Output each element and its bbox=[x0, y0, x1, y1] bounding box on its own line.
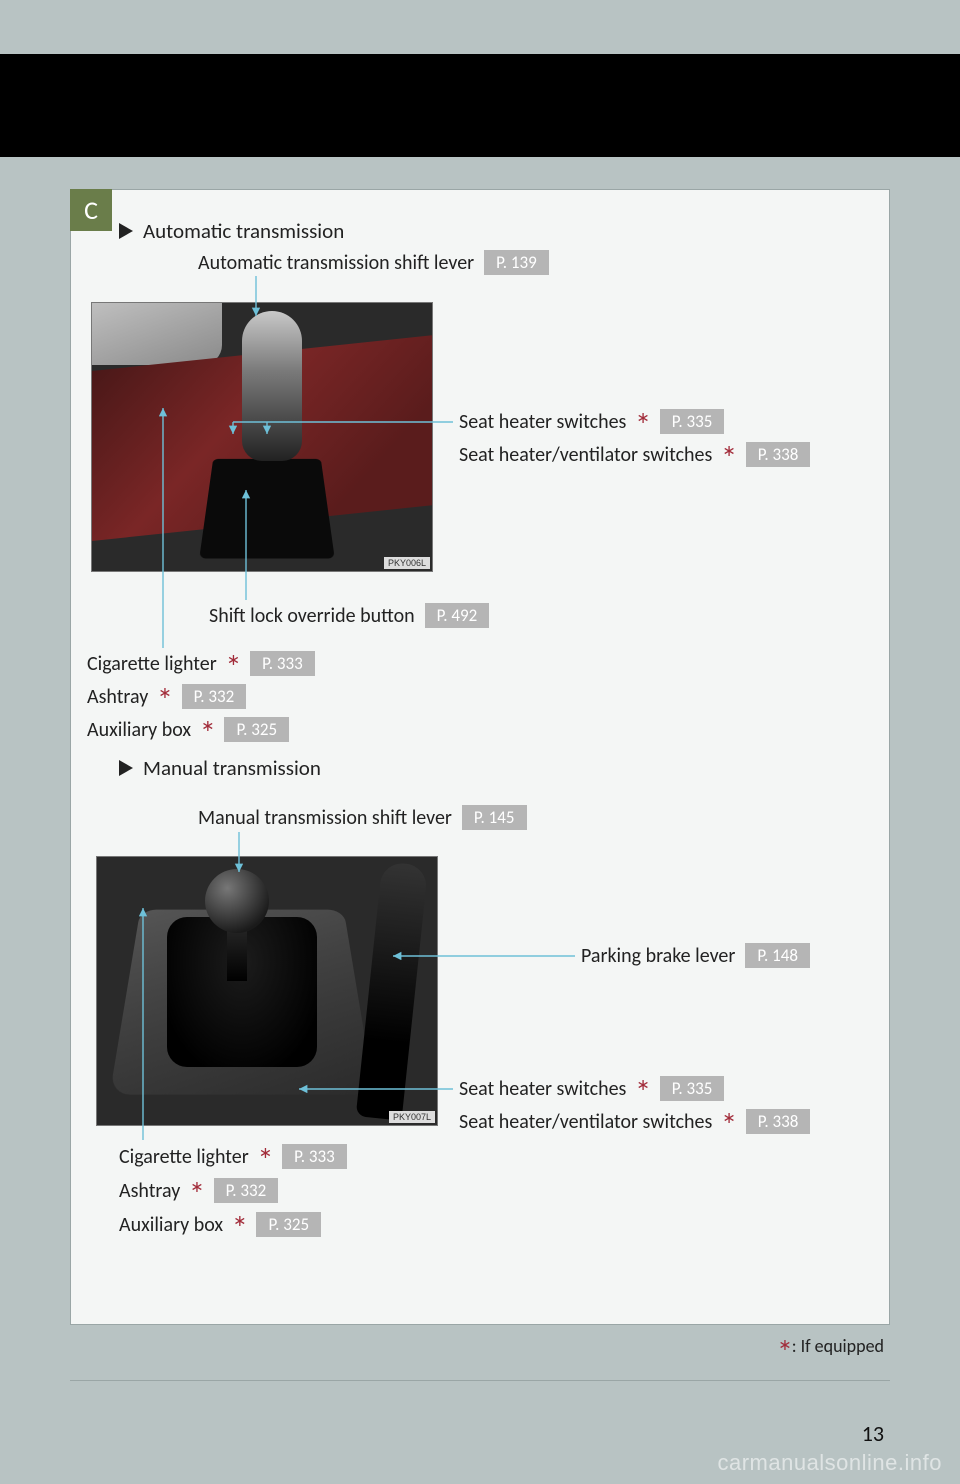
page-ref[interactable]: P. 338 bbox=[746, 442, 811, 467]
label-text: Seat heater/ventilator switches bbox=[459, 1110, 712, 1134]
label-text: Auxiliary box bbox=[87, 718, 191, 742]
label-text: Auxiliary box bbox=[119, 1213, 223, 1237]
page-number: 13 bbox=[862, 1420, 884, 1447]
page-ref[interactable]: P. 338 bbox=[746, 1109, 811, 1134]
label-text: Manual transmission shift lever bbox=[198, 806, 452, 830]
page-ref[interactable]: P. 139 bbox=[484, 250, 549, 275]
callout-auto-ashtray: Ashtray ∗ P. 332 bbox=[87, 684, 246, 709]
callout-auto-seat-heater: Seat heater switches ∗ P. 335 bbox=[459, 409, 724, 434]
label-text: Ashtray bbox=[87, 685, 148, 709]
heading-automatic-label: Automatic transmission bbox=[143, 218, 344, 244]
asterisk-icon: ∗ bbox=[636, 1075, 649, 1095]
callout-manual-ashtray: Ashtray ∗ P. 332 bbox=[119, 1178, 278, 1203]
callout-auto-seat-ventilator: Seat heater/ventilator switches ∗ P. 338 bbox=[459, 442, 810, 467]
page-ref[interactable]: P. 145 bbox=[462, 805, 527, 830]
callout-parking-brake: Parking brake lever P. 148 bbox=[581, 943, 810, 968]
asterisk-icon: ∗ bbox=[233, 1211, 246, 1231]
asterisk-icon: ∗ bbox=[722, 441, 735, 461]
asterisk-icon: ∗ bbox=[259, 1143, 272, 1163]
triangle-icon bbox=[119, 223, 133, 239]
page-ref[interactable]: P. 332 bbox=[182, 684, 247, 709]
page-ref[interactable]: P. 335 bbox=[660, 409, 725, 434]
label-text: Ashtray bbox=[119, 1179, 180, 1203]
photo-detail bbox=[205, 869, 269, 933]
label-text: Automatic transmission shift lever bbox=[198, 251, 474, 275]
footer-rule bbox=[70, 1380, 890, 1381]
page-ref[interactable]: P. 333 bbox=[282, 1144, 347, 1169]
asterisk-icon: ∗ bbox=[227, 650, 240, 670]
label-text: Seat heater/ventilator switches bbox=[459, 443, 712, 467]
photo-detail bbox=[92, 303, 222, 365]
callout-manual-seat-ventilator: Seat heater/ventilator switches ∗ P. 338 bbox=[459, 1109, 810, 1134]
content-panel: C Automatic transmission Automatic trans… bbox=[70, 189, 890, 1325]
callout-manual-seat-heater: Seat heater switches ∗ P. 335 bbox=[459, 1076, 724, 1101]
page-ref[interactable]: P. 335 bbox=[660, 1076, 725, 1101]
photo-detail bbox=[199, 459, 335, 559]
page-ref[interactable]: P. 333 bbox=[250, 651, 315, 676]
photo-automatic-console: PKY006L bbox=[91, 302, 433, 572]
label-text: Cigarette lighter bbox=[119, 1145, 249, 1169]
heading-manual: Manual transmission bbox=[119, 755, 321, 781]
label-text: Parking brake lever bbox=[581, 944, 735, 968]
photo-detail bbox=[356, 861, 429, 1120]
asterisk-icon: ∗ bbox=[778, 1336, 791, 1355]
page-ref[interactable]: P. 332 bbox=[214, 1178, 279, 1203]
watermark: carmanualsonline.info bbox=[717, 1450, 942, 1476]
label-text: Seat heater switches bbox=[459, 1077, 626, 1101]
footnote-text: : If equipped bbox=[792, 1335, 884, 1357]
label-text: Cigarette lighter bbox=[87, 652, 217, 676]
label-text: Seat heater switches bbox=[459, 410, 626, 434]
photo-id-tag: PKY007L bbox=[389, 1111, 435, 1123]
page-ref[interactable]: P. 492 bbox=[425, 603, 490, 628]
asterisk-icon: ∗ bbox=[201, 716, 214, 736]
photo-detail bbox=[242, 311, 302, 461]
photo-manual-console: PKY007L bbox=[96, 856, 438, 1126]
footnote: ∗: If equipped bbox=[70, 1335, 890, 1357]
callout-shift-lock: Shift lock override button P. 492 bbox=[209, 603, 489, 628]
asterisk-icon: ∗ bbox=[158, 683, 171, 703]
label-text: Shift lock override button bbox=[209, 604, 415, 628]
section-tab: C bbox=[70, 189, 112, 231]
callout-manual-shift-lever: Manual transmission shift lever P. 145 bbox=[198, 805, 527, 830]
page-ref[interactable]: P. 325 bbox=[256, 1212, 321, 1237]
heading-manual-label: Manual transmission bbox=[143, 755, 321, 781]
page-ref[interactable]: P. 325 bbox=[224, 717, 289, 742]
triangle-icon bbox=[119, 760, 133, 776]
heading-automatic: Automatic transmission bbox=[119, 218, 344, 244]
callout-manual-cigarette-lighter: Cigarette lighter ∗ P. 333 bbox=[119, 1144, 347, 1169]
callout-auto-auxiliary-box: Auxiliary box ∗ P. 325 bbox=[87, 717, 289, 742]
callout-auto-cigarette-lighter: Cigarette lighter ∗ P. 333 bbox=[87, 651, 315, 676]
callout-manual-auxiliary-box: Auxiliary box ∗ P. 325 bbox=[119, 1212, 321, 1237]
asterisk-icon: ∗ bbox=[190, 1177, 203, 1197]
asterisk-icon: ∗ bbox=[722, 1108, 735, 1128]
page-ref[interactable]: P. 148 bbox=[745, 943, 810, 968]
asterisk-icon: ∗ bbox=[636, 408, 649, 428]
header-black-bar bbox=[0, 54, 960, 157]
photo-id-tag: PKY006L bbox=[384, 557, 430, 569]
callout-auto-shift-lever: Automatic transmission shift lever P. 13… bbox=[198, 250, 549, 275]
